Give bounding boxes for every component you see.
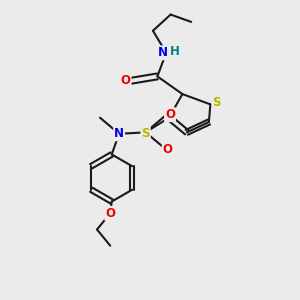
Text: S: S (141, 127, 150, 140)
Text: O: O (121, 74, 130, 87)
Text: O: O (165, 108, 175, 121)
Text: H: H (169, 45, 179, 58)
Text: O: O (163, 143, 173, 157)
Text: O: O (105, 207, 115, 220)
Text: N: N (114, 127, 124, 140)
Text: N: N (158, 46, 168, 59)
Text: S: S (213, 96, 221, 110)
